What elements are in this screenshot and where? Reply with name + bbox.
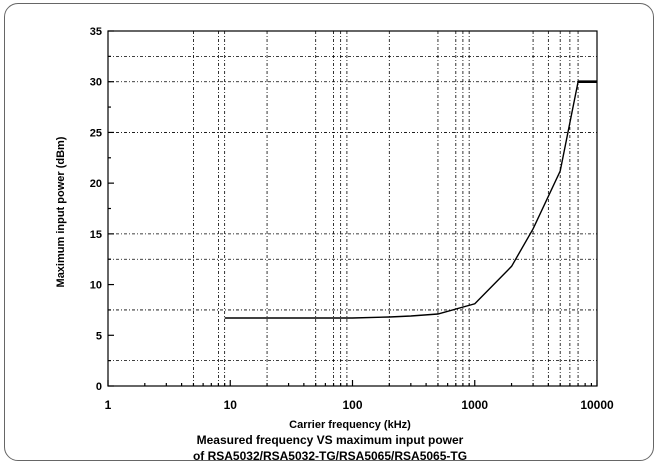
y-tick-label: 10 [90,280,102,292]
y-tick-label: 0 [96,381,102,393]
y-tick-label: 30 [90,77,102,89]
rounded-border [4,3,654,461]
y-tick-label: 35 [90,26,102,38]
y-tick-label: 25 [90,127,102,139]
caption-line-2: of RSA5032/RSA5032-TG/RSA5065/RSA5065-TG [192,449,468,463]
y-axis-title: Maximum input power (dBm) [55,136,67,287]
y-tick-label: 15 [90,229,102,241]
caption-line-1: Measured frequency VS maximum input powe… [196,433,464,447]
y-tick-label: 20 [90,178,102,190]
series-line [224,80,597,319]
series-layer [224,80,597,319]
y-tick-label: 5 [96,330,102,342]
x-tick-label: 10000 [580,398,614,412]
tick-labels: 1 10 100 1000 10000 0 5 10 15 20 25 30 35 [90,26,614,412]
x-tick-label: 1 [105,398,112,412]
grid-lines [108,31,597,386]
x-axis-title: Carrier frequency (kHz) [289,419,411,431]
x-tick-label: 100 [342,398,362,412]
plot-frame [107,30,598,387]
x-tick-label: 1000 [461,398,488,412]
axes [107,30,598,387]
x-tick-label: 10 [224,398,238,412]
